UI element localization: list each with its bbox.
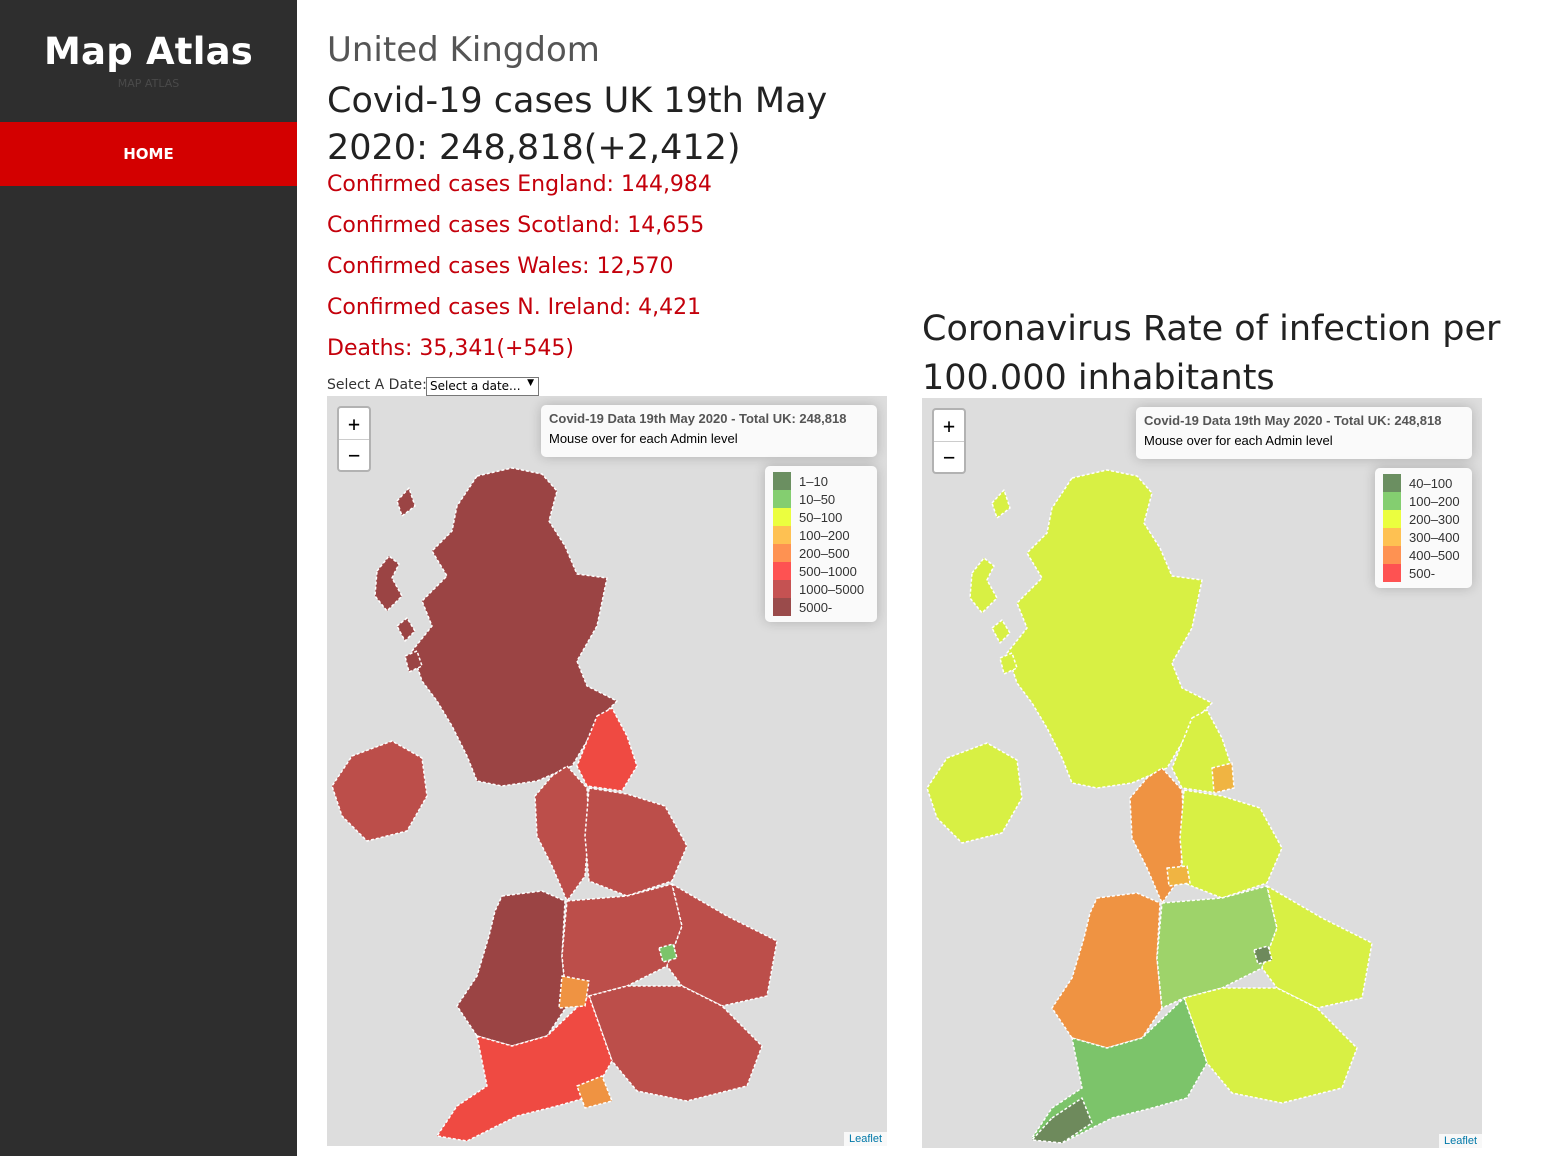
sidebar: Map Atlas MAP ATLAS HOME bbox=[0, 0, 297, 1156]
country-title: United Kingdom bbox=[327, 30, 600, 70]
zoom-in-button[interactable]: + bbox=[942, 413, 956, 438]
attribution-link[interactable]: Leaflet bbox=[843, 1132, 887, 1146]
stat-deaths: Deaths: 35,341(+545) bbox=[327, 336, 574, 361]
legend-label: 100–200 bbox=[799, 527, 850, 543]
legend-label: 40–100 bbox=[1409, 475, 1453, 491]
zoom-control: + − bbox=[337, 406, 371, 472]
stat-n-ireland: Confirmed cases N. Ireland: 4,421 bbox=[327, 295, 702, 320]
region-wales bbox=[456, 890, 568, 1047]
region-scotland-islands bbox=[969, 489, 1018, 675]
region-green-spot bbox=[1031, 945, 1273, 1144]
map-info-box: Covid-19 Data 19th May 2020 - Total UK: … bbox=[541, 405, 877, 457]
legend-swatch bbox=[773, 598, 791, 616]
legend-row: 500- bbox=[1383, 564, 1464, 582]
legend-swatch bbox=[1383, 510, 1401, 528]
region-south-west bbox=[436, 995, 613, 1142]
legend-swatch bbox=[773, 526, 791, 544]
legend-label: 5000- bbox=[799, 599, 833, 615]
region-yorkshire bbox=[1179, 789, 1283, 899]
region-south-east bbox=[1183, 987, 1358, 1104]
brand-title: Map Atlas bbox=[44, 30, 253, 73]
rate-map-title: Coronavirus Rate of infection per 100.00… bbox=[922, 309, 1501, 398]
region-scotland bbox=[411, 467, 618, 787]
legend-row: 300–400 bbox=[1383, 528, 1464, 546]
date-select[interactable]: Select a date... ▼ bbox=[426, 377, 539, 396]
legend-row: 100–200 bbox=[773, 526, 869, 544]
region-south-east bbox=[588, 985, 763, 1102]
region-n-ireland bbox=[331, 740, 428, 842]
legend-swatch bbox=[1383, 528, 1401, 546]
legend-label: 300–400 bbox=[1409, 529, 1460, 545]
stat-wales: Confirmed cases Wales: 12,570 bbox=[327, 254, 674, 279]
legend-swatch bbox=[773, 544, 791, 562]
stat-england: Confirmed cases England: 144,984 bbox=[327, 172, 712, 197]
legend-row: 200–500 bbox=[773, 544, 869, 562]
legend-label: 100–200 bbox=[1409, 493, 1460, 509]
legend-swatch bbox=[1383, 546, 1401, 564]
region-hotspot bbox=[1166, 762, 1235, 887]
map-info-box: Covid-19 Data 19th May 2020 - Total UK: … bbox=[1136, 407, 1472, 459]
legend-label: 1–10 bbox=[799, 473, 828, 489]
legend-row: 1000–5000 bbox=[773, 580, 869, 598]
legend-swatch bbox=[773, 562, 791, 580]
legend-row: 200–300 bbox=[1383, 510, 1464, 528]
zoom-out-button[interactable]: − bbox=[339, 439, 369, 470]
region-wales bbox=[1051, 892, 1163, 1049]
attribution-link[interactable]: Leaflet bbox=[1438, 1134, 1482, 1148]
legend-row: 400–500 bbox=[1383, 546, 1464, 564]
region-scotland bbox=[1006, 469, 1213, 789]
region-north-west bbox=[534, 765, 590, 902]
legend-row: 10–50 bbox=[773, 490, 869, 508]
info-title: Covid-19 Data 19th May 2020 - Total UK: … bbox=[1144, 413, 1442, 428]
legend-label: 10–50 bbox=[799, 491, 836, 507]
zoom-in-button[interactable]: + bbox=[347, 411, 361, 436]
brand-subtitle: MAP ATLAS bbox=[117, 77, 180, 90]
region-north-east bbox=[576, 707, 638, 792]
legend-label: 200–300 bbox=[1409, 511, 1460, 527]
rate-map-geometry[interactable] bbox=[922, 398, 1482, 1148]
date-select-value: Select a date... bbox=[430, 379, 521, 393]
date-label: Select A Date: bbox=[327, 377, 427, 393]
legend-swatch bbox=[1383, 564, 1401, 582]
cases-legend: 1–10 10–50 50–100 100–200 200–500 500–10… bbox=[765, 466, 877, 622]
legend-swatch bbox=[773, 472, 791, 490]
legend-label: 50–100 bbox=[799, 509, 843, 525]
legend-swatch bbox=[773, 508, 791, 526]
legend-label: 500- bbox=[1409, 565, 1436, 581]
rate-map[interactable]: + − Covid-19 Data 19th May 2020 - Total … bbox=[922, 398, 1482, 1148]
headline: Covid-19 cases UK 19th May 2020: 248,818… bbox=[327, 81, 828, 168]
nav-item-home[interactable]: HOME bbox=[0, 122, 297, 186]
legend-label: 1000–5000 bbox=[799, 581, 865, 597]
region-green-spot bbox=[658, 943, 678, 963]
legend-swatch bbox=[773, 580, 791, 598]
legend-swatch bbox=[1383, 474, 1401, 492]
region-hotspot bbox=[558, 975, 613, 1109]
legend-label: 400–500 bbox=[1409, 547, 1460, 563]
region-scotland-islands bbox=[374, 487, 423, 673]
legend-row: 40–100 bbox=[1383, 474, 1464, 492]
stat-scotland: Confirmed cases Scotland: 14,655 bbox=[327, 213, 705, 238]
zoom-control: + − bbox=[932, 408, 966, 474]
cases-map-geometry[interactable] bbox=[327, 396, 887, 1146]
legend-row: 50–100 bbox=[773, 508, 869, 526]
info-text: Mouse over for each Admin level bbox=[1144, 433, 1333, 448]
region-midlands bbox=[1156, 885, 1278, 1009]
legend-row: 5000- bbox=[773, 598, 869, 616]
legend-label: 500–1000 bbox=[799, 563, 857, 579]
legend-row: 500–1000 bbox=[773, 562, 869, 580]
dropdown-arrow-icon: ▼ bbox=[527, 378, 534, 388]
cases-map[interactable]: + − Covid-19 Data 19th May 2020 - Total … bbox=[327, 396, 887, 1146]
region-n-ireland bbox=[926, 742, 1023, 844]
rate-legend: 40–100 100–200 200–300 300–400 400–500 5… bbox=[1375, 468, 1472, 588]
legend-swatch bbox=[1383, 492, 1401, 510]
zoom-out-button[interactable]: − bbox=[934, 441, 964, 472]
region-yorkshire bbox=[584, 787, 688, 897]
info-text: Mouse over for each Admin level bbox=[549, 431, 738, 446]
legend-label: 200–500 bbox=[799, 545, 850, 561]
legend-row: 100–200 bbox=[1383, 492, 1464, 510]
info-title: Covid-19 Data 19th May 2020 - Total UK: … bbox=[549, 411, 847, 426]
legend-row: 1–10 bbox=[773, 472, 869, 490]
legend-swatch bbox=[773, 490, 791, 508]
